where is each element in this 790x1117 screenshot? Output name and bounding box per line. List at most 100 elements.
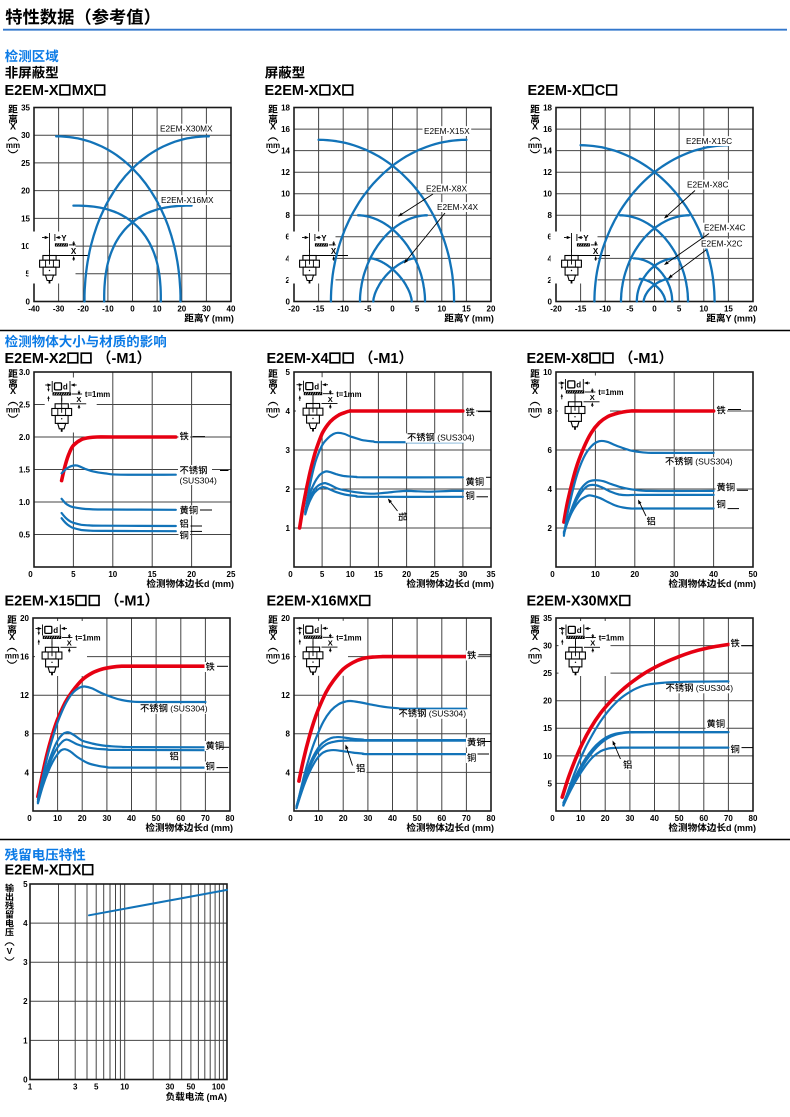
svg-text:16: 16 <box>20 653 29 662</box>
svg-text:16: 16 <box>281 125 290 134</box>
svg-text:1: 1 <box>23 1036 28 1045</box>
svg-text:4: 4 <box>286 254 291 263</box>
svg-text:40: 40 <box>227 304 236 313</box>
svg-text:3: 3 <box>73 1082 78 1091</box>
svg-text:-5: -5 <box>626 304 634 313</box>
svg-text:-10: -10 <box>337 304 349 313</box>
svg-text:0: 0 <box>288 570 293 579</box>
svg-text:20: 20 <box>402 570 411 579</box>
svg-text:E2EM-X: E2EM-X <box>265 83 319 99</box>
svg-text:2: 2 <box>286 485 291 494</box>
svg-text:1.5: 1.5 <box>19 465 31 474</box>
svg-text:E2EM-X8C: E2EM-X8C <box>687 180 729 190</box>
svg-text:E2EM-X4: E2EM-X4 <box>267 351 329 367</box>
svg-text:16: 16 <box>281 653 290 662</box>
svg-text:70: 70 <box>724 814 733 823</box>
svg-text:15: 15 <box>724 304 733 313</box>
svg-text:40: 40 <box>709 570 718 579</box>
svg-text:-M1: -M1 <box>634 351 659 367</box>
svg-text:2.5: 2.5 <box>19 400 31 409</box>
svg-text:10: 10 <box>591 570 600 579</box>
svg-text:E2EM-X4C: E2EM-X4C <box>704 223 746 233</box>
svg-text:20: 20 <box>630 570 639 579</box>
svg-text:10: 10 <box>699 304 708 313</box>
svg-text:E2EM-X8X: E2EM-X8X <box>426 184 468 194</box>
svg-text:8: 8 <box>548 211 553 220</box>
svg-text:35: 35 <box>543 614 552 623</box>
svg-text:5: 5 <box>548 779 553 788</box>
svg-text:20: 20 <box>177 304 186 313</box>
svg-text:-M1: -M1 <box>112 351 137 367</box>
svg-text:X: X <box>72 863 82 879</box>
svg-text:60: 60 <box>437 814 446 823</box>
svg-text:10: 10 <box>153 304 162 313</box>
svg-text:20: 20 <box>281 614 290 623</box>
svg-text:30: 30 <box>625 814 634 823</box>
svg-text:-10: -10 <box>102 304 114 313</box>
svg-text:E2EM-X30MX: E2EM-X30MX <box>160 124 213 134</box>
svg-text:70: 70 <box>201 814 210 823</box>
svg-text:0: 0 <box>390 304 395 313</box>
svg-text:E2EM-X: E2EM-X <box>528 83 582 99</box>
svg-text:5: 5 <box>286 368 291 377</box>
svg-text:5: 5 <box>71 570 76 579</box>
svg-text:5: 5 <box>415 304 420 313</box>
svg-text:20: 20 <box>487 304 496 313</box>
svg-text:10: 10 <box>543 368 552 377</box>
svg-text:0: 0 <box>28 570 33 579</box>
svg-text:12: 12 <box>543 168 552 177</box>
svg-text:20: 20 <box>601 814 610 823</box>
svg-text:0.5: 0.5 <box>19 530 31 539</box>
svg-text:14: 14 <box>543 147 552 156</box>
svg-text:10: 10 <box>576 814 585 823</box>
svg-text:25: 25 <box>430 570 439 579</box>
svg-text:80: 80 <box>487 814 496 823</box>
svg-text:20: 20 <box>20 614 29 623</box>
svg-text:8: 8 <box>286 211 291 220</box>
svg-text:5: 5 <box>23 880 28 889</box>
svg-text:4: 4 <box>548 485 553 494</box>
svg-text:12: 12 <box>20 691 29 700</box>
svg-text:5: 5 <box>94 1082 99 1091</box>
svg-text:30: 30 <box>102 814 111 823</box>
svg-text:-15: -15 <box>575 304 587 313</box>
svg-text:40: 40 <box>127 814 136 823</box>
svg-text:E2EM-X4X: E2EM-X4X <box>437 202 479 212</box>
svg-text:30: 30 <box>202 304 211 313</box>
svg-text:5: 5 <box>26 270 31 279</box>
svg-text:(SUS304): (SUS304) <box>180 476 217 486</box>
svg-text:50: 50 <box>152 814 161 823</box>
svg-text:50: 50 <box>186 1082 195 1091</box>
svg-text:30: 30 <box>165 1082 174 1091</box>
svg-text:-15: -15 <box>313 304 325 313</box>
svg-text:-20: -20 <box>77 304 89 313</box>
svg-text:0: 0 <box>550 570 555 579</box>
svg-text:60: 60 <box>699 814 708 823</box>
svg-text:-20: -20 <box>550 304 562 313</box>
svg-text:2: 2 <box>286 276 291 285</box>
svg-text:10: 10 <box>53 814 62 823</box>
svg-text:4: 4 <box>286 407 291 416</box>
svg-text:8: 8 <box>286 730 291 739</box>
svg-text:3.0: 3.0 <box>19 368 31 377</box>
svg-text:-M1: -M1 <box>120 593 145 609</box>
svg-text:0: 0 <box>286 297 291 306</box>
svg-text:15: 15 <box>21 214 30 223</box>
svg-text:10: 10 <box>108 570 117 579</box>
svg-text:80: 80 <box>226 814 235 823</box>
svg-text:2: 2 <box>548 276 553 285</box>
svg-text:MX: MX <box>72 83 94 99</box>
svg-text:10: 10 <box>543 190 552 199</box>
svg-text:-5: -5 <box>364 304 372 313</box>
svg-text:25: 25 <box>21 159 30 168</box>
svg-text:50: 50 <box>675 814 684 823</box>
svg-text:40: 40 <box>388 814 397 823</box>
svg-text:E2EM-X16MX: E2EM-X16MX <box>267 593 359 609</box>
svg-text:15: 15 <box>462 304 471 313</box>
svg-text:15: 15 <box>148 570 157 579</box>
svg-text:8: 8 <box>548 407 553 416</box>
svg-text:E2EM-X2: E2EM-X2 <box>5 351 67 367</box>
svg-text:-40: -40 <box>28 304 40 313</box>
svg-text:X: X <box>332 83 342 99</box>
svg-text:60: 60 <box>176 814 185 823</box>
